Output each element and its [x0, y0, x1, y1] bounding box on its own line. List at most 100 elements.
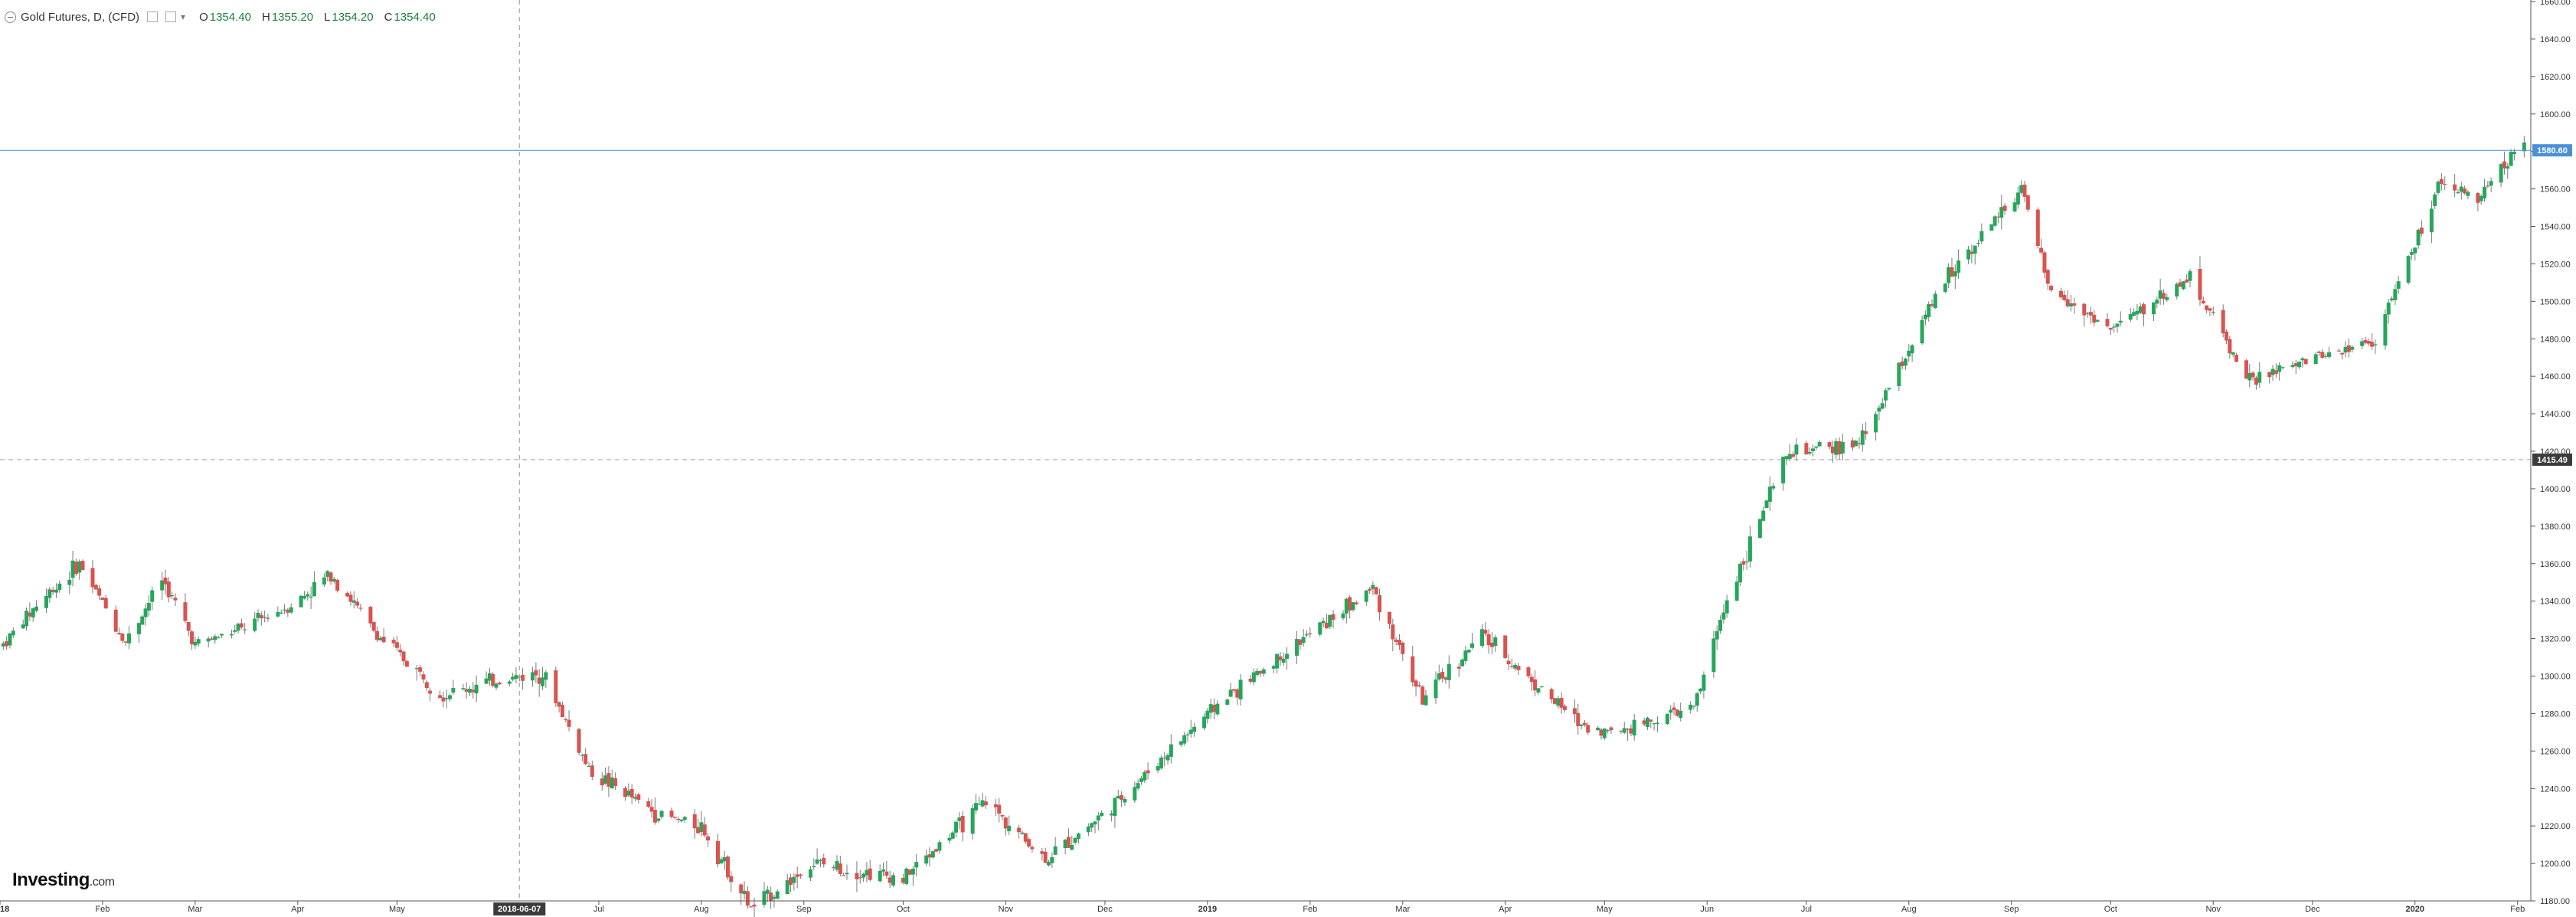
candle-down: [428, 690, 433, 694]
candle-up: [2406, 256, 2411, 283]
candle-down: [2317, 351, 2322, 353]
candle-up: [2135, 310, 2140, 315]
candle-down: [2049, 285, 2054, 290]
collapse-icon[interactable]: [5, 11, 16, 23]
hide-icon[interactable]: [165, 11, 177, 22]
candle-up: [2068, 303, 2073, 307]
candle-up: [910, 868, 915, 875]
candle-up: [1261, 669, 1266, 674]
candle-down: [2228, 339, 2232, 354]
candle-up: [1208, 704, 1213, 713]
symbol-title: Gold Futures, D, (CFD): [21, 10, 140, 24]
candle-up: [1834, 440, 1839, 455]
symbol-selector[interactable]: Gold Futures, D, (CFD) ▾: [5, 11, 185, 24]
candle-up: [1007, 825, 1012, 831]
candle-down: [2221, 309, 2225, 334]
candle-down: [371, 621, 376, 631]
candle-down: [1642, 720, 1646, 725]
candle-down: [2105, 319, 2110, 326]
candle-down: [1394, 639, 1398, 642]
candle-down: [2208, 308, 2212, 311]
candle-up: [1090, 823, 1094, 828]
candle-down: [1235, 689, 1240, 698]
crosshair-date-tag-bg: [493, 902, 546, 915]
candle-up: [2175, 283, 2179, 297]
candle-up: [2350, 346, 2355, 350]
candle-up: [44, 595, 48, 608]
candle-down: [855, 873, 859, 879]
candle-down: [1324, 622, 1329, 629]
candle-up: [1688, 704, 1693, 710]
price-axis[interactable]: 1180.00 1200.00 1220.00 1240.00 1260.00 1280.…: [2530, 0, 2571, 906]
candle-up: [2290, 365, 2295, 367]
candle-down: [329, 572, 333, 582]
candle-down: [1837, 440, 1842, 455]
candle-up: [1470, 643, 1475, 648]
candle-down: [1443, 677, 1448, 680]
candle-up: [861, 873, 866, 878]
candle-up: [2396, 281, 2401, 289]
candle-down: [1391, 624, 1395, 640]
candle-down: [348, 594, 353, 602]
candle-up: [2118, 320, 2123, 323]
candle-down: [286, 609, 290, 613]
candle-up: [302, 596, 306, 599]
candle-up: [219, 634, 224, 636]
candle-up: [25, 611, 29, 627]
candle-down: [521, 674, 525, 681]
candle-down: [2453, 184, 2457, 191]
candle-down: [1629, 728, 1633, 734]
candle-down: [1374, 587, 1378, 594]
x-tick-label: Apr: [1499, 905, 1512, 914]
settings-icon[interactable]: [147, 11, 159, 22]
candle-up: [1976, 242, 1981, 244]
candle-up: [414, 668, 419, 670]
candle-down: [1414, 680, 1418, 687]
y-tick-label: 1280.00: [2540, 709, 2571, 719]
candle-down: [534, 670, 538, 676]
candle-up: [1493, 637, 1498, 647]
candle-up: [1281, 658, 1286, 663]
last-price-tag: 1580.60: [2537, 146, 2568, 156]
candle-up: [1463, 650, 1468, 661]
candle-up: [1093, 821, 1097, 825]
candle-up: [2165, 296, 2169, 300]
candle-up: [299, 595, 303, 608]
candle-up: [1251, 672, 1256, 683]
candle-down: [2254, 377, 2258, 385]
candle-down: [2443, 183, 2447, 185]
time-axis[interactable]: 2018 Feb Mar Apr May Jul Aug Sep Oct Nov Dec 2019 Fe…: [0, 900, 2531, 914]
candle-up: [792, 876, 796, 883]
candle-up: [722, 856, 727, 862]
brand-name: Investing: [12, 870, 90, 890]
y-tick-label: 1300.00: [2540, 673, 2571, 682]
candle-up: [2466, 192, 2470, 196]
candle-down: [74, 562, 78, 575]
candle-up: [1133, 787, 1137, 801]
candle-down: [2439, 178, 2444, 185]
candle-up: [2138, 306, 2143, 313]
candle-down: [993, 804, 998, 807]
candle-up: [818, 860, 822, 861]
candle-down: [93, 585, 98, 590]
candle-down: [1649, 719, 1653, 722]
candle-down: [1609, 727, 1613, 731]
candle-up: [1275, 653, 1280, 669]
candle-up: [2300, 358, 2305, 361]
y-tick-label: 1520.00: [2540, 260, 2571, 269]
candle-down: [497, 683, 502, 685]
candle-up: [77, 561, 82, 573]
candle-up: [1202, 716, 1207, 729]
candle-down: [629, 788, 634, 797]
candle-up: [656, 818, 661, 821]
y-tick-label: 1260.00: [2540, 747, 2571, 756]
brand-logo: Investing.com: [12, 870, 115, 891]
candle-down: [652, 810, 657, 823]
chevron-down-icon[interactable]: ▾: [181, 11, 186, 22]
candle-up: [1695, 693, 1699, 706]
candle-down: [368, 607, 373, 624]
candle-down: [1489, 642, 1494, 647]
candle-down: [669, 811, 674, 817]
candle-down: [960, 816, 965, 833]
